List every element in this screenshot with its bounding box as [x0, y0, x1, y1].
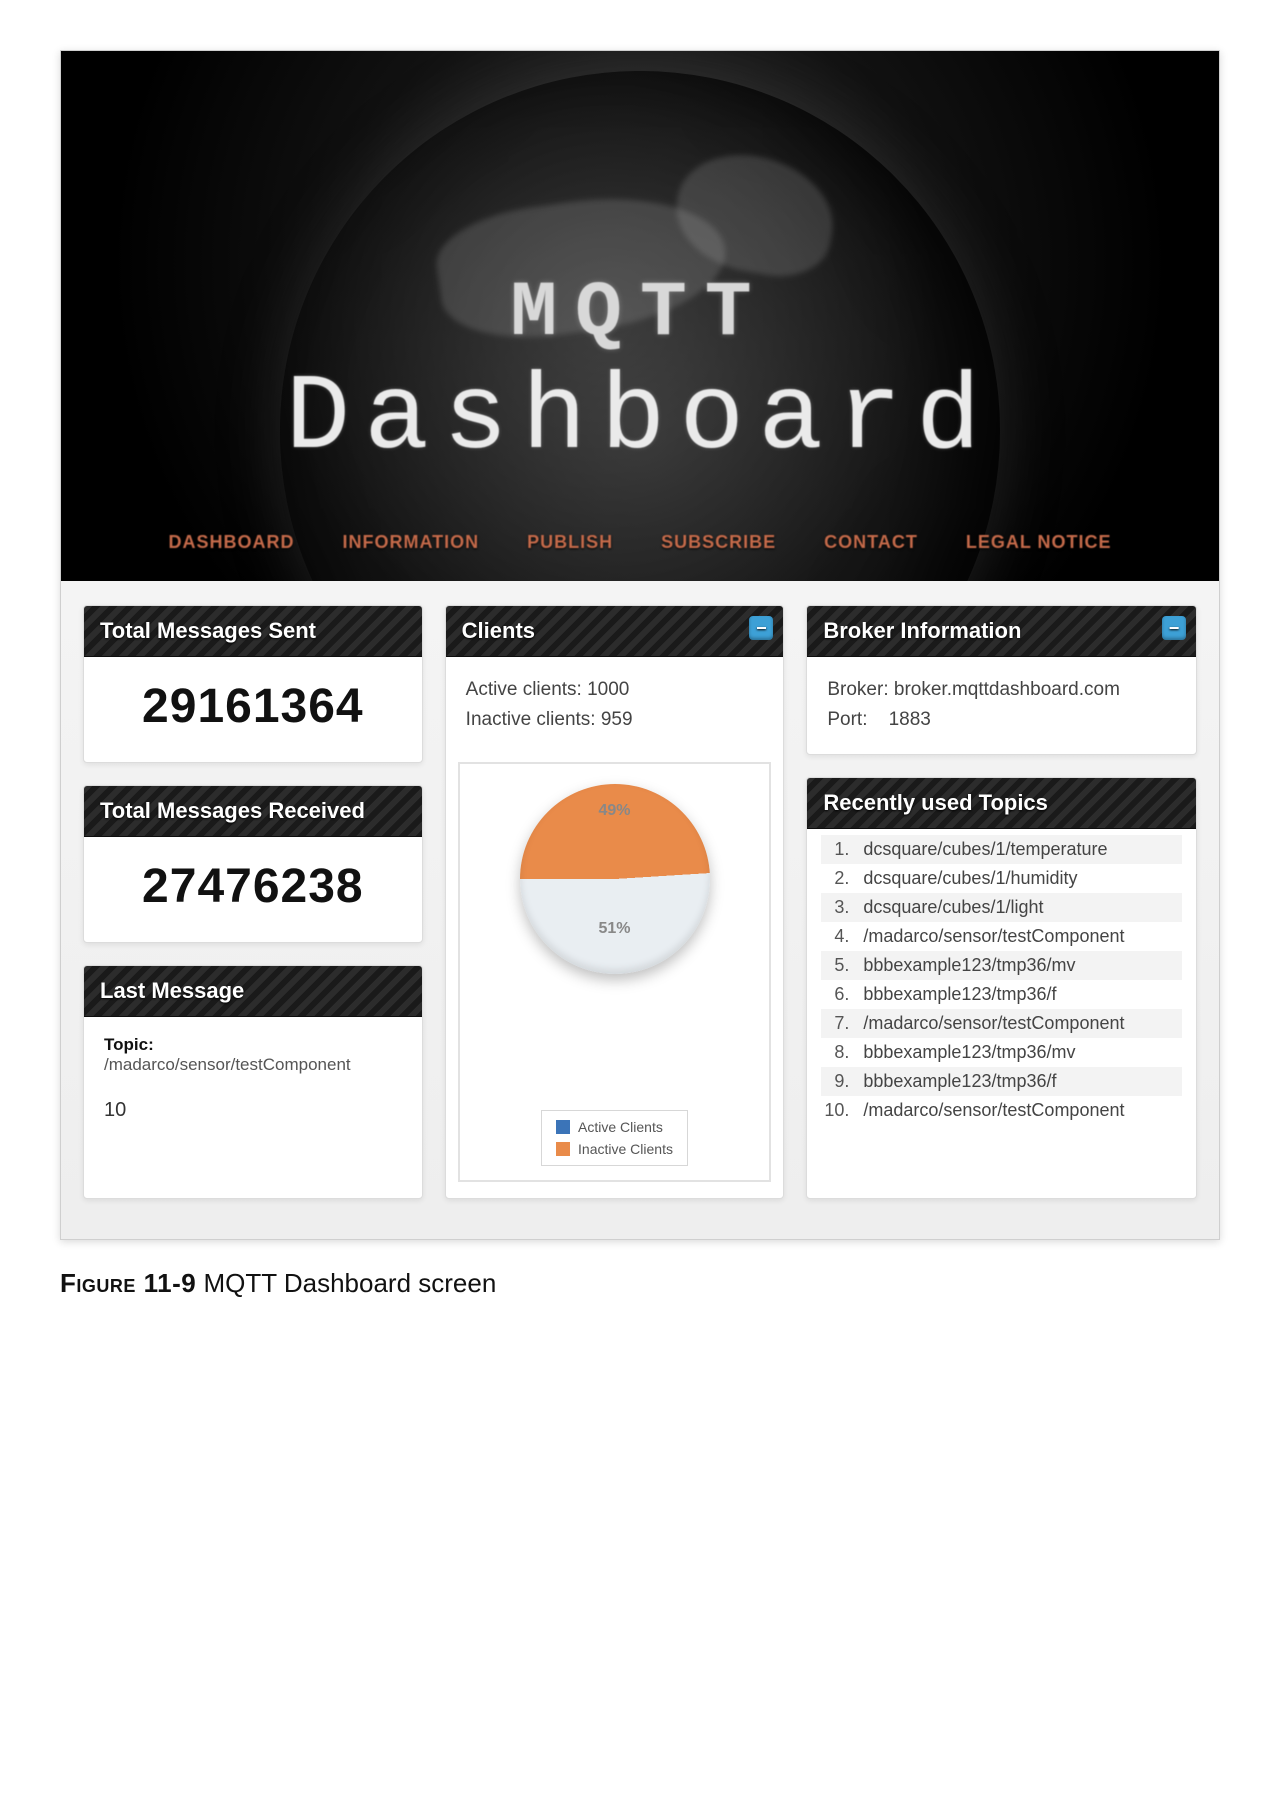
legend-label-active: Active Clients: [578, 1119, 663, 1135]
topic-item[interactable]: bbbexample123/tmp36/mv: [821, 951, 1182, 980]
clients-chart: 49% 51% Active Clients Inactive Clients: [458, 762, 772, 1182]
card-header-total-received: Total Messages Received: [84, 786, 422, 837]
card-clients: Clients − Active clients: 1000 Inactive …: [445, 605, 785, 1199]
card-recent-topics: Recently used Topics dcsquare/cubes/1/te…: [806, 777, 1197, 1199]
figure-label: Figure 11-9: [60, 1268, 196, 1298]
broker-port-label: Port:: [827, 709, 867, 730]
nav-information[interactable]: INFORMATION: [342, 532, 479, 553]
legend-swatch-inactive: [556, 1142, 570, 1156]
column-left: Total Messages Sent 29161364 Total Messa…: [83, 605, 423, 1199]
card-total-sent: Total Messages Sent 29161364: [83, 605, 423, 763]
topic-item[interactable]: bbbexample123/tmp36/f: [821, 980, 1182, 1009]
card-header-clients: Clients −: [446, 606, 784, 657]
legend-swatch-active: [556, 1120, 570, 1134]
clients-active-row: Active clients: 1000: [466, 675, 764, 705]
legend-active-row: Active Clients: [556, 1119, 673, 1135]
nav-legal[interactable]: LEGAL NOTICE: [966, 532, 1112, 553]
hero-title-line1: MQTT: [285, 270, 994, 358]
card-title: Last Message: [100, 978, 244, 1003]
card-title: Recently used Topics: [823, 790, 1048, 815]
nav-publish[interactable]: PUBLISH: [527, 532, 613, 553]
collapse-icon[interactable]: −: [1162, 616, 1186, 640]
topic-item[interactable]: /madarco/sensor/testComponent: [821, 1009, 1182, 1038]
last-message-topic-row: Topic: /madarco/sensor/testComponent: [104, 1035, 402, 1075]
clients-legend: Active Clients Inactive Clients: [541, 1110, 688, 1166]
nav-contact[interactable]: CONTACT: [824, 532, 918, 553]
card-title: Broker Information: [823, 618, 1021, 643]
topic-item[interactable]: dcsquare/cubes/1/humidity: [821, 864, 1182, 893]
broker-host-value: broker.mqttdashboard.com: [894, 679, 1120, 700]
last-message-value: 10: [104, 1099, 402, 1122]
last-message-topic: /madarco/sensor/testComponent: [104, 1055, 351, 1074]
legend-inactive-row: Inactive Clients: [556, 1141, 673, 1157]
clients-inactive-row: Inactive clients: 959: [466, 705, 764, 735]
card-header-broker: Broker Information −: [807, 606, 1196, 657]
collapse-icon[interactable]: −: [749, 616, 773, 640]
topic-item[interactable]: dcsquare/cubes/1/temperature: [821, 835, 1182, 864]
topic-item[interactable]: bbbexample123/tmp36/mv: [821, 1038, 1182, 1067]
card-broker-info: Broker Information − Broker: broker.mqtt…: [806, 605, 1197, 755]
card-total-received: Total Messages Received 27476238: [83, 785, 423, 943]
content-grid: Total Messages Sent 29161364 Total Messa…: [61, 581, 1219, 1239]
topics-list: dcsquare/cubes/1/temperaturedcsquare/cub…: [807, 829, 1196, 1139]
figure-text: MQTT Dashboard screen: [203, 1268, 496, 1298]
broker-host-row: Broker: broker.mqttdashboard.com: [827, 675, 1176, 705]
clients-pie: 49% 51%: [520, 784, 710, 974]
primary-nav: DASHBOARD INFORMATION PUBLISH SUBSCRIBE …: [168, 510, 1111, 581]
figure-caption: Figure 11-9 MQTT Dashboard screen: [60, 1268, 1220, 1299]
last-message-topic-label: Topic:: [104, 1035, 154, 1054]
hero-title: MQTT Dashboard: [285, 270, 994, 480]
card-header-last-message: Last Message: [84, 966, 422, 1017]
topic-item[interactable]: bbbexample123/tmp36/f: [821, 1067, 1182, 1096]
nav-subscribe[interactable]: SUBSCRIBE: [661, 532, 776, 553]
column-middle: Clients − Active clients: 1000 Inactive …: [445, 605, 785, 1199]
legend-label-inactive: Inactive Clients: [578, 1141, 673, 1157]
nav-dashboard[interactable]: DASHBOARD: [168, 532, 294, 553]
pie-label-inactive: 49%: [599, 802, 631, 820]
broker-port-row: Port: 1883: [827, 705, 1176, 735]
clients-inactive-value: 959: [601, 709, 633, 730]
column-right: Broker Information − Broker: broker.mqtt…: [806, 605, 1197, 1199]
hero-banner: MQTT Dashboard DASHBOARD INFORMATION PUB…: [61, 51, 1219, 581]
hero-title-line2: Dashboard: [285, 358, 994, 480]
total-received-value: 27476238: [84, 837, 422, 942]
card-title: Total Messages Sent: [100, 618, 316, 643]
card-header-total-sent: Total Messages Sent: [84, 606, 422, 657]
clients-active-label: Active clients:: [466, 679, 582, 700]
dashboard-frame: MQTT Dashboard DASHBOARD INFORMATION PUB…: [60, 50, 1220, 1240]
topic-item[interactable]: dcsquare/cubes/1/light: [821, 893, 1182, 922]
broker-port-value: 1883: [889, 709, 931, 730]
card-title: Total Messages Received: [100, 798, 365, 823]
topic-item[interactable]: /madarco/sensor/testComponent: [821, 922, 1182, 951]
card-last-message: Last Message Topic: /madarco/sensor/test…: [83, 965, 423, 1199]
clients-inactive-label: Inactive clients:: [466, 709, 596, 730]
topic-item[interactable]: /madarco/sensor/testComponent: [821, 1096, 1182, 1125]
total-sent-value: 29161364: [84, 657, 422, 762]
broker-host-label: Broker:: [827, 679, 888, 700]
clients-active-value: 1000: [587, 679, 629, 700]
card-header-topics: Recently used Topics: [807, 778, 1196, 829]
pie-label-active: 51%: [599, 920, 631, 938]
card-title: Clients: [462, 618, 535, 643]
